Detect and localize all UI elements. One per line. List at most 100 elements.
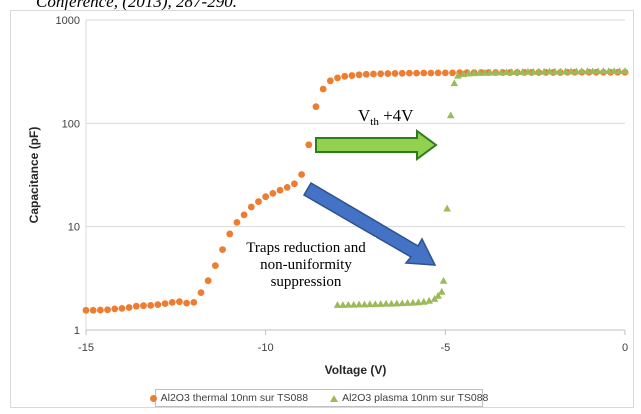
data-point-plasma bbox=[561, 67, 570, 75]
x-tick-label: -10 bbox=[258, 342, 274, 354]
legend-item-plasma: Al2O3 plasma 10nm sur TS088 bbox=[330, 392, 488, 404]
data-point-plasma bbox=[491, 68, 500, 76]
chart-frame bbox=[10, 10, 634, 408]
shift-arrow bbox=[315, 129, 438, 161]
data-point-plasma bbox=[459, 70, 468, 78]
data-point-thermal bbox=[147, 302, 155, 309]
data-point-thermal bbox=[240, 211, 248, 219]
data-point-thermal bbox=[233, 218, 241, 226]
data-point-plasma bbox=[382, 299, 390, 307]
data-point-plasma bbox=[556, 67, 565, 75]
data-point-thermal bbox=[219, 246, 226, 253]
data-point-thermal bbox=[334, 74, 341, 82]
data-point-plasma bbox=[446, 111, 455, 119]
data-point-thermal bbox=[82, 306, 90, 314]
data-point-plasma bbox=[398, 299, 407, 307]
data-point-plasma bbox=[371, 300, 380, 308]
data-point-plasma bbox=[502, 68, 511, 76]
data-point-plasma bbox=[551, 67, 559, 75]
data-point-thermal bbox=[291, 180, 298, 188]
data-point-plasma bbox=[605, 67, 613, 75]
caption-text: Conference, (2013), 287-290. bbox=[36, 0, 237, 11]
data-point-plasma bbox=[366, 300, 374, 308]
data-point-thermal bbox=[449, 69, 456, 77]
data-point-plasma bbox=[481, 68, 489, 76]
data-point-plasma bbox=[360, 300, 369, 308]
vth-annotation: Vth +4V bbox=[358, 106, 414, 128]
data-point-thermal bbox=[111, 305, 119, 313]
data-point-plasma bbox=[355, 300, 363, 308]
data-point-plasma bbox=[434, 291, 442, 299]
data-point-thermal bbox=[197, 289, 205, 297]
data-point-thermal bbox=[377, 70, 385, 78]
data-point-plasma bbox=[621, 67, 629, 75]
data-point-thermal bbox=[89, 306, 97, 314]
data-point-thermal bbox=[420, 69, 428, 77]
data-point-plasma bbox=[475, 69, 484, 76]
data-point-thermal bbox=[247, 203, 255, 211]
traps-label-bg bbox=[236, 237, 376, 295]
data-point-thermal bbox=[140, 302, 147, 310]
data-point-plasma bbox=[393, 299, 401, 307]
data-point-thermal bbox=[406, 69, 413, 77]
data-point-plasma bbox=[599, 67, 608, 75]
data-point-plasma bbox=[464, 69, 473, 77]
data-point-plasma bbox=[344, 300, 353, 308]
data-point-plasma bbox=[437, 287, 446, 295]
data-point-thermal bbox=[398, 69, 406, 77]
data-point-thermal bbox=[168, 298, 176, 306]
data-point-plasma bbox=[403, 299, 412, 306]
y-axis-title: Capacitance (pF) bbox=[27, 127, 41, 224]
legend-label-thermal: Al2O3 thermal 10nm sur TS088 bbox=[160, 392, 309, 404]
data-point-plasma bbox=[425, 296, 433, 304]
data-point-plasma bbox=[578, 67, 586, 75]
x-tick-label: -15 bbox=[78, 342, 94, 354]
x-tick-label: -5 bbox=[440, 342, 450, 354]
x-tick-label: 0 bbox=[622, 342, 628, 354]
data-point-plasma bbox=[333, 301, 342, 308]
data-point-plasma bbox=[583, 67, 592, 75]
traps-annotation-line: Traps reduction and bbox=[246, 240, 366, 256]
data-point-plasma bbox=[439, 276, 448, 284]
y-tick-label: 1000 bbox=[56, 15, 80, 27]
data-point-plasma bbox=[409, 298, 417, 306]
data-point-thermal bbox=[434, 69, 442, 77]
data-point-plasma bbox=[497, 68, 505, 76]
y-tick-label: 10 bbox=[68, 222, 80, 234]
data-point-plasma bbox=[387, 299, 396, 307]
data-point-plasma bbox=[572, 67, 581, 75]
data-point-thermal bbox=[226, 230, 234, 238]
data-point-thermal bbox=[161, 300, 169, 308]
data-point-thermal bbox=[298, 171, 305, 178]
data-point-thermal bbox=[262, 193, 270, 201]
data-point-thermal bbox=[154, 301, 162, 309]
data-point-plasma bbox=[419, 297, 428, 305]
data-point-plasma bbox=[443, 204, 451, 212]
legend-item-thermal: Al2O3 thermal 10nm sur TS088 bbox=[149, 392, 309, 404]
data-point-plasma bbox=[524, 67, 532, 75]
data-point-thermal bbox=[255, 198, 262, 205]
data-point-thermal bbox=[441, 69, 449, 77]
data-point-plasma bbox=[594, 67, 602, 75]
data-point-plasma bbox=[414, 298, 423, 306]
data-point-thermal bbox=[362, 70, 370, 78]
data-point-thermal bbox=[384, 70, 392, 77]
data-point-thermal bbox=[391, 70, 399, 77]
data-point-thermal bbox=[276, 186, 284, 194]
data-point-thermal bbox=[427, 69, 435, 77]
data-point-thermal bbox=[104, 306, 111, 314]
traps-annotation-line: non-uniformity bbox=[260, 257, 352, 273]
traps-arrow bbox=[302, 181, 437, 266]
data-point-thermal bbox=[211, 262, 219, 269]
data-point-plasma bbox=[513, 68, 521, 75]
data-point-thermal bbox=[326, 77, 334, 85]
data-point-plasma bbox=[470, 69, 478, 77]
data-point-thermal bbox=[370, 70, 377, 78]
data-point-thermal bbox=[348, 72, 356, 79]
data-point-thermal bbox=[312, 103, 320, 111]
y-tick-label: 1 bbox=[74, 325, 80, 337]
data-point-plasma bbox=[339, 301, 347, 308]
data-point-plasma bbox=[376, 300, 385, 307]
data-point-plasma bbox=[486, 68, 495, 76]
data-point-thermal bbox=[190, 298, 198, 306]
